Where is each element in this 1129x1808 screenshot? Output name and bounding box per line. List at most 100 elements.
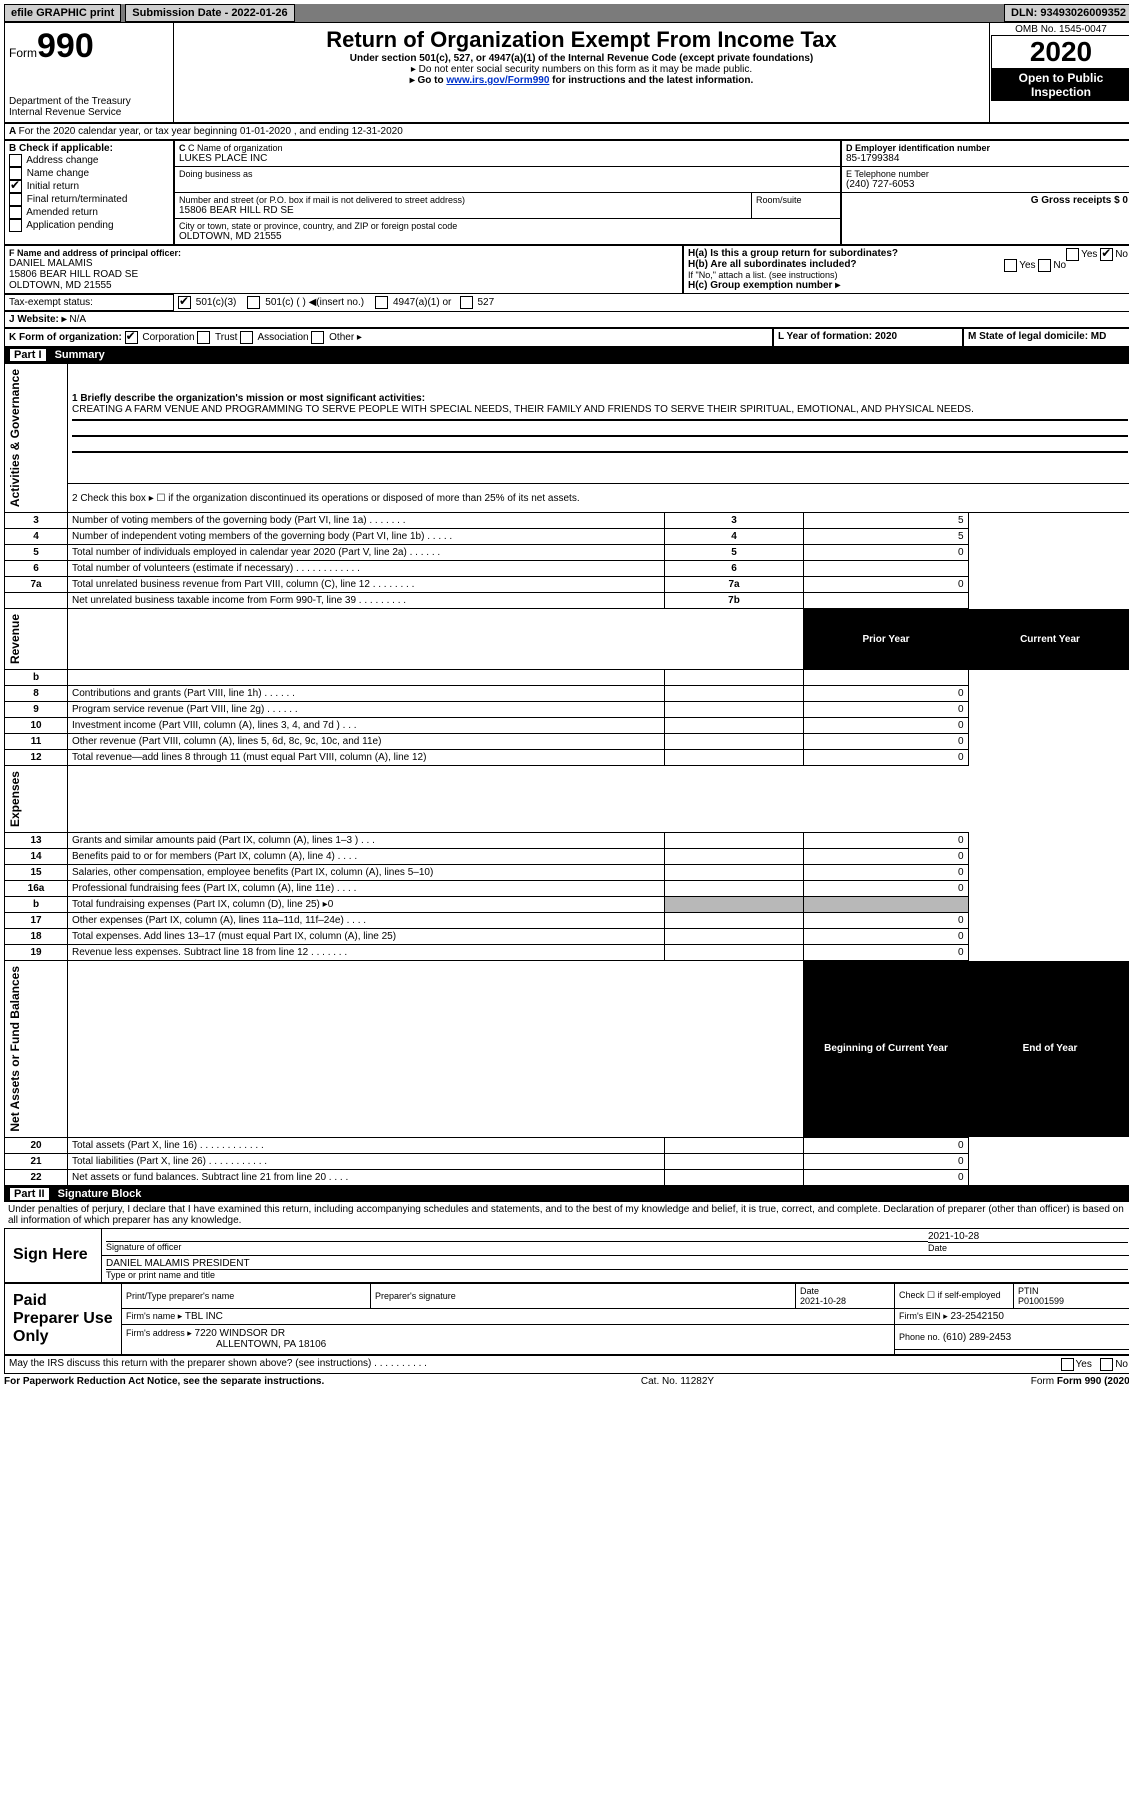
part2-bar: Part II Signature Block [4,1186,1129,1202]
box-e-label: E Telephone number [846,169,1128,179]
527-checkbox[interactable] [460,296,473,309]
box-b-checkbox[interactable] [9,206,22,219]
box-b-checkbox[interactable] [9,219,22,232]
prep-date: Date2021-10-28 [796,1283,895,1308]
box-b-item: Application pending [9,219,169,232]
org-name: LUKES PLACE INC [179,153,836,164]
org-city: OLDTOWN, MD 21555 [179,231,836,242]
527-label: 527 [477,297,494,308]
vert-netassets: Net Assets or Fund Balances [6,962,24,1136]
irs-link[interactable]: www.irs.gov/Form990 [446,75,549,86]
prep-name-label: Print/Type preparer's name [122,1283,371,1308]
box-b-checkbox[interactable] [9,193,22,206]
date-label: Date [928,1242,1128,1253]
vert-revenue: Revenue [6,610,24,668]
hb-no-checkbox[interactable] [1038,259,1051,272]
discuss-yes-checkbox[interactable] [1061,1358,1074,1371]
dept-label: Department of the Treasury Internal Reve… [9,96,169,118]
officer-addr2: OLDTOWN, MD 21555 [9,280,678,291]
corp-label: Corporation [142,332,194,343]
box-hc: H(c) Group exemption number ▸ [688,280,1128,291]
form-word: Form [9,46,37,60]
form-subtitle: Under section 501(c), 527, or 4947(a)(1)… [178,53,985,64]
box-b-item: Address change [9,154,169,167]
form-note2: ▸ Go to www.irs.gov/Form990 for instruct… [178,75,985,86]
state-domicile: M State of legal domicile: MD [968,331,1106,342]
officer-name: DANIEL MALAMIS [9,258,678,269]
paid-preparer-table: Paid Preparer Use Only Print/Type prepar… [4,1283,1129,1355]
assoc-checkbox[interactable] [240,331,253,344]
501c-checkbox[interactable] [247,296,260,309]
org-address: 15806 BEAR HILL RD SE [179,205,747,216]
firm-ein: 23-2542150 [951,1311,1004,1322]
501c-label: 501(c) ( ) ◀(insert no.) [265,297,364,308]
box-b-checkbox[interactable] [9,154,22,167]
formorg-label: K Form of organization: [9,332,122,343]
discuss-no-checkbox[interactable] [1100,1358,1113,1371]
col-end: End of Year [968,961,1129,1138]
gov-row: 7aTotal unrelated business revenue from … [5,577,1129,593]
firm-name-label: Firm's name ▸ [126,1311,182,1321]
rev-row: 10Investment income (Part VIII, column (… [5,718,1129,734]
net-row: 20Total assets (Part X, line 16) . . . .… [5,1137,1129,1153]
tax-exempt-row: Tax-exempt status: 501(c)(3) 501(c) ( ) … [4,294,1129,311]
ptin-value: P01001599 [1018,1296,1064,1306]
net-row: 22Net assets or fund balances. Subtract … [5,1169,1129,1185]
phone-value: (240) 727-6053 [846,179,1128,190]
part2-label: Part II [10,1188,49,1200]
ha-no-checkbox[interactable] [1100,248,1113,261]
4947-checkbox[interactable] [375,296,388,309]
line-a: A For the 2020 calendar year, or tax yea… [4,123,1129,140]
line1-label: 1 Briefly describe the organization's mi… [72,393,1128,404]
sign-here-table: Sign Here Signature of officer 2021-10-2… [4,1228,1129,1283]
col-begin: Beginning of Current Year [804,961,969,1138]
room-label: Room/suite [751,193,840,218]
501c3-checkbox[interactable] [178,296,191,309]
ha-label: H(a) Is this a group return for subordin… [688,248,898,259]
mission-text: CREATING A FARM VENUE AND PROGRAMMING TO… [72,404,1128,415]
tax-year: 2020 [991,35,1129,69]
other-checkbox[interactable] [311,331,324,344]
exp-row: 14Benefits paid to or for members (Part … [5,849,1129,865]
efile-button[interactable]: efile GRAPHIC print [4,4,121,22]
line2: 2 Check this box ▸ ☐ if the organization… [68,484,1129,513]
other-label: Other ▸ [329,332,362,343]
box-hb: H(b) Are all subordinates included? Yes … [688,259,1128,270]
firm-addr1: 7220 WINDSOR DR [195,1328,286,1339]
hb-yes-checkbox[interactable] [1004,259,1017,272]
gov-row: 6Total number of volunteers (estimate if… [5,561,1129,577]
trust-checkbox[interactable] [197,331,210,344]
box-b-checkbox[interactable] [9,180,22,193]
gov-row: 3Number of voting members of the governi… [5,513,1129,529]
box-ha: H(a) Is this a group return for subordin… [688,248,1128,259]
form-title: Return of Organization Exempt From Incom… [178,27,985,53]
vert-activities: Activities & Governance [6,365,24,511]
exp-row: 19Revenue less expenses. Subtract line 1… [5,945,1129,961]
prep-date-val: 2021-10-28 [800,1296,846,1306]
omb-number: OMB No. 1545-0047 [991,24,1129,35]
sig-name: DANIEL MALAMIS PRESIDENT [106,1258,1128,1270]
submission-date-button[interactable]: Submission Date - 2022-01-26 [125,4,294,22]
col-prior: Prior Year [804,609,969,670]
sig-date: 2021-10-28 [928,1231,1128,1242]
exp-row: 15Salaries, other compensation, employee… [5,865,1129,881]
gov-row: 4Number of independent voting members of… [5,529,1129,545]
exp-row: 16aProfessional fundraising fees (Part I… [5,881,1129,897]
addr-label: Number and street (or P.O. box if mail i… [179,195,747,205]
rev-row: b [5,670,1129,686]
prep-check: Check ☐ if self-employed [895,1283,1014,1308]
paid-preparer-label: Paid Preparer Use Only [5,1283,122,1354]
exp-row: 18Total expenses. Add lines 13–17 (must … [5,929,1129,945]
pra-notice: For Paperwork Reduction Act Notice, see … [4,1376,324,1387]
discuss-row: May the IRS discuss this return with the… [4,1355,1129,1374]
corp-checkbox[interactable] [125,331,138,344]
vert-expenses: Expenses [6,767,24,831]
line-m: M State of legal domicile: MD [963,328,1129,347]
ha-yes-checkbox[interactable] [1066,248,1079,261]
gov-row: 5Total number of individuals employed in… [5,545,1129,561]
box-g: G Gross receipts $ 0 [1031,195,1128,206]
rev-row: 9Program service revenue (Part VIII, lin… [5,702,1129,718]
part1-table: Activities & Governance 1 Briefly descri… [4,363,1129,1186]
section-f-h: F Name and address of principal officer:… [4,245,1129,294]
ein-value: 85-1799384 [846,153,1128,164]
